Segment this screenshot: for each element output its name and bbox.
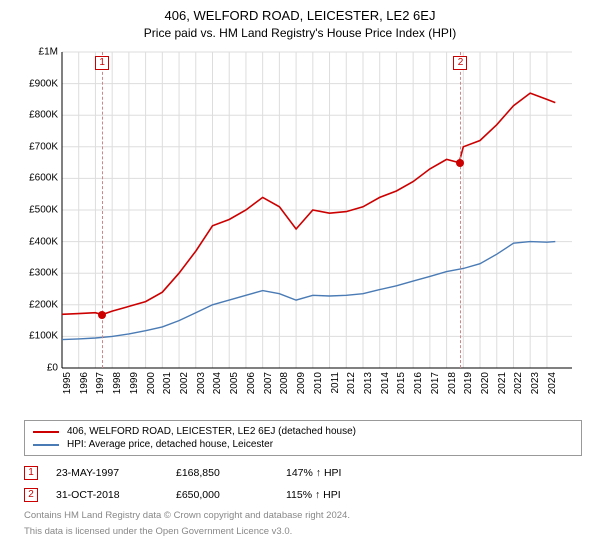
legend-swatch xyxy=(33,431,59,433)
footer-copyright: Contains HM Land Registry data © Crown c… xyxy=(24,510,586,522)
sale-price: £650,000 xyxy=(176,489,286,501)
y-tick-label: £900K xyxy=(18,78,58,89)
y-tick-label: £400K xyxy=(18,236,58,247)
legend-label: HPI: Average price, detached house, Leic… xyxy=(67,439,273,450)
sale-marker-line xyxy=(460,52,461,368)
sales-table: 1 23-MAY-1997£168,850147% ↑ HPI 2 31-OCT-20… xyxy=(24,462,586,506)
sale-badge: 1 xyxy=(24,466,38,480)
subtitle: Price paid vs. HM Land Registry's House … xyxy=(14,26,586,40)
sale-hpi: 115% ↑ HPI xyxy=(286,489,406,501)
sale-marker-line xyxy=(102,52,103,368)
page: 406, WELFORD ROAD, LEICESTER, LE2 6EJ Pr… xyxy=(0,0,600,560)
sale-price: £168,850 xyxy=(176,467,286,479)
y-tick-label: £0 xyxy=(18,363,58,374)
sale-row: 2 31-OCT-2018£650,000115% ↑ HPI xyxy=(24,484,586,506)
sale-date: 23-MAY-1997 xyxy=(56,467,176,479)
footer-licence: This data is licensed under the Open Gov… xyxy=(24,526,586,538)
sale-marker-dot xyxy=(456,159,464,167)
y-tick-label: £200K xyxy=(18,299,58,310)
sale-marker-badge: 2 xyxy=(453,56,467,70)
sale-row: 1 23-MAY-1997£168,850147% ↑ HPI xyxy=(24,462,586,484)
page-title: 406, WELFORD ROAD, LEICESTER, LE2 6EJ xyxy=(14,8,586,23)
legend-item: 406, WELFORD ROAD, LEICESTER, LE2 6EJ (d… xyxy=(33,425,573,438)
legend-item: HPI: Average price, detached house, Leic… xyxy=(33,438,573,451)
chart: £0 £100K £200K £300K £400K £500K £600K £700K £80… xyxy=(18,46,578,416)
sale-marker-dot xyxy=(98,311,106,319)
sale-marker-badge: 1 xyxy=(95,56,109,70)
y-tick-label: £300K xyxy=(18,268,58,279)
y-tick-label: £100K xyxy=(18,331,58,342)
x-tick-label: 2024 xyxy=(547,372,597,412)
y-tick-label: £600K xyxy=(18,173,58,184)
sale-hpi: 147% ↑ HPI xyxy=(286,467,406,479)
sale-date: 31-OCT-2018 xyxy=(56,489,176,501)
y-tick-label: £1M xyxy=(18,47,58,58)
y-tick-label: £700K xyxy=(18,141,58,152)
legend: 406, WELFORD ROAD, LEICESTER, LE2 6EJ (d… xyxy=(24,420,582,456)
legend-swatch xyxy=(33,444,59,446)
sale-badge: 2 xyxy=(24,488,38,502)
y-tick-label: £800K xyxy=(18,110,58,121)
legend-label: 406, WELFORD ROAD, LEICESTER, LE2 6EJ (d… xyxy=(67,426,356,437)
y-tick-label: £500K xyxy=(18,205,58,216)
